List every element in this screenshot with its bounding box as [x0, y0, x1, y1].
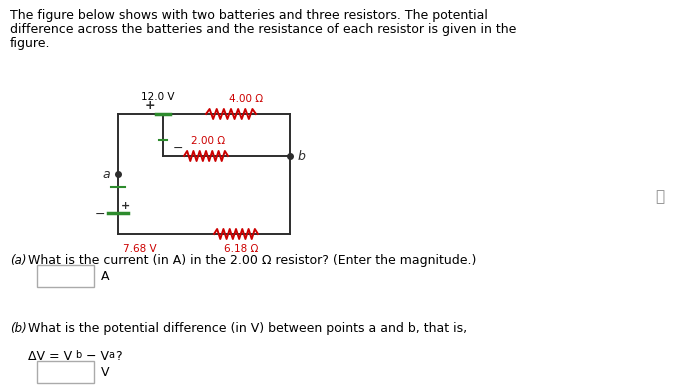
Text: difference across the batteries and the resistance of each resistor is given in : difference across the batteries and the …: [10, 23, 517, 36]
Text: 6.18 Ω: 6.18 Ω: [224, 244, 258, 254]
Text: +: +: [121, 201, 130, 211]
Text: A: A: [101, 270, 109, 283]
Text: The figure below shows with two batteries and three resistors. The potential: The figure below shows with two batterie…: [10, 9, 488, 22]
Text: −: −: [173, 142, 183, 155]
Text: b: b: [298, 149, 306, 163]
Text: figure.: figure.: [10, 37, 50, 50]
Text: 7.68 V: 7.68 V: [123, 244, 157, 254]
Text: ?: ?: [115, 350, 122, 363]
Text: +: +: [145, 99, 155, 112]
Text: 12.0 V: 12.0 V: [141, 92, 175, 102]
Text: a: a: [108, 350, 114, 360]
Text: ⓘ: ⓘ: [655, 189, 664, 205]
Text: (a): (a): [10, 254, 27, 267]
FancyBboxPatch shape: [37, 265, 94, 287]
FancyBboxPatch shape: [37, 361, 94, 383]
Text: −: −: [94, 207, 105, 221]
Text: What is the potential difference (in V) between points a and b, that is,: What is the potential difference (in V) …: [28, 322, 467, 335]
Text: V: V: [101, 365, 109, 379]
Text: 2.00 Ω: 2.00 Ω: [191, 136, 225, 146]
Text: (b): (b): [10, 322, 27, 335]
Text: − V: − V: [82, 350, 109, 363]
Text: What is the current (in A) in the 2.00 Ω resistor? (Enter the magnitude.): What is the current (in A) in the 2.00 Ω…: [28, 254, 477, 267]
Text: ΔV = V: ΔV = V: [28, 350, 72, 363]
Text: a: a: [102, 167, 110, 180]
Text: 4.00 Ω: 4.00 Ω: [229, 94, 263, 104]
Text: b: b: [75, 350, 81, 360]
